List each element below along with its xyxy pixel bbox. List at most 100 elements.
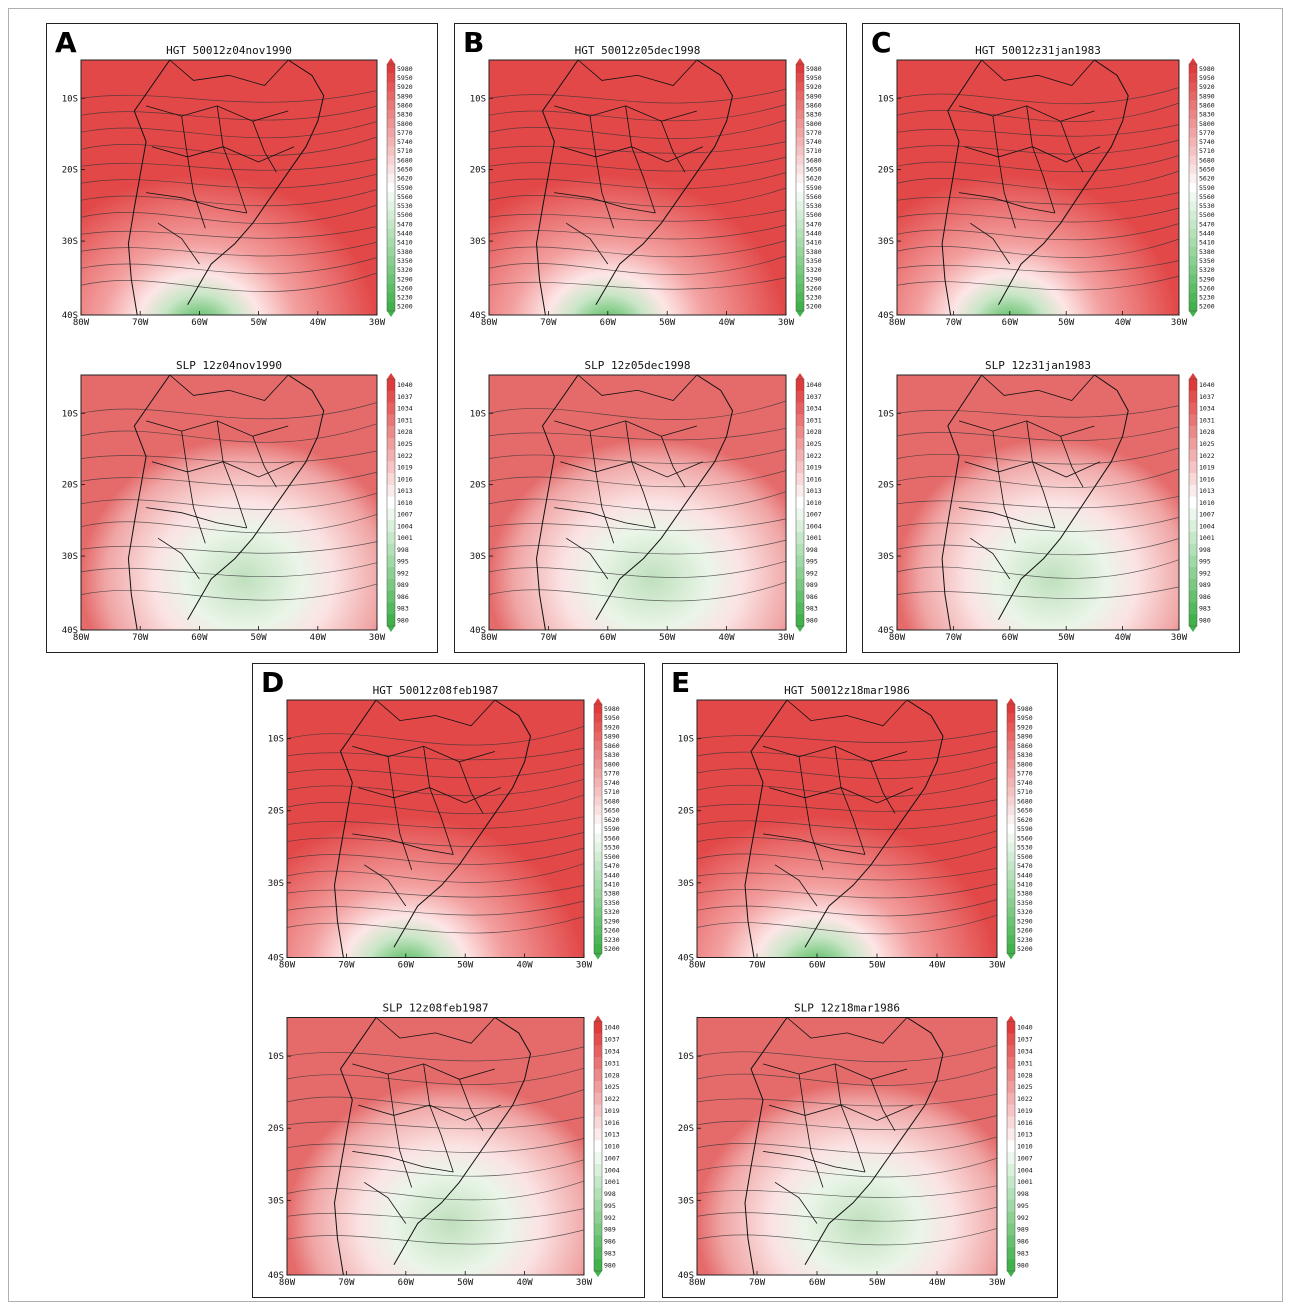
B-hgt-contours [488, 88, 787, 290]
D-slp-lon-tick: 80W [279, 1278, 296, 1288]
A-slp-colorbar-label: 983 [397, 605, 409, 613]
D-hgt-lon-tick: 80W [279, 961, 296, 971]
A-hgt-colorbar-label: 5260 [397, 284, 413, 292]
C-slp-colorbar-label: 1037 [1199, 393, 1215, 401]
A-hgt-colorbar-label: 5950 [397, 74, 413, 82]
E-slp-lon-tick: 50W [869, 1278, 886, 1288]
D-hgt-colorbar-label: 5470 [604, 862, 620, 870]
E-hgt-colorbar-label: 5980 [1017, 705, 1033, 713]
D-slp-colorbar-label: 986 [604, 1238, 616, 1246]
A-slp-colorbar-label: 995 [397, 558, 409, 566]
B-hgt-title: HGT 50012z05dec1998 [575, 44, 701, 57]
B-hgt-colorbar-label: 5830 [806, 111, 822, 119]
A-slp-colorbar-label: 1004 [397, 522, 413, 530]
B-slp-colorbar-label: 1004 [806, 522, 822, 530]
C-hgt-colorbar-label: 5560 [1199, 193, 1215, 201]
C-slp-colorbar-label: 998 [1199, 546, 1211, 554]
C-hgt-colorbar-label: 5950 [1199, 74, 1215, 82]
D-slp-lon-tick: 70W [338, 1278, 355, 1288]
D-hgt-colorbar-label: 5440 [604, 871, 620, 879]
E-slp-colorbar-label: 1007 [1017, 1154, 1033, 1162]
C-hgt-lat-tick: 30S [878, 237, 894, 247]
A-hgt-colorbar-label: 5680 [397, 156, 413, 164]
A-hgt-lon-tick: 70W [132, 318, 149, 328]
D-hgt-lon-tick: 50W [457, 961, 474, 971]
A-hgt-colorbar-label: 5440 [397, 230, 413, 238]
B-hgt-colorbar-label: 5740 [806, 138, 822, 146]
A-hgt-colorbar-label: 5650 [397, 166, 413, 174]
B-slp-colorbar-label: 998 [806, 546, 818, 554]
E-hgt-colorbar-label: 5320 [1017, 908, 1033, 916]
C-slp-colorbar-label: 1034 [1199, 405, 1215, 413]
C-hgt-colorbar-label: 5590 [1199, 184, 1215, 192]
B-slp-borders [535, 374, 734, 631]
B-hgt-colorbar-label: 5470 [806, 220, 822, 228]
D-slp-colorbar-label: 1022 [604, 1095, 620, 1103]
D-slp-colorbar-label: 1001 [604, 1178, 620, 1186]
D-hgt-lat-tick: 40S [268, 954, 284, 964]
C-slp-lon-tick: 80W [889, 633, 906, 643]
C-slp-lon-tick: 70W [945, 633, 962, 643]
D-slp-lon-tick: 50W [457, 1278, 474, 1288]
D-slp-colorbar: 1040 1037 1034 1031 1028 1025 1022 1019 1016 1013… [593, 1015, 620, 1277]
B-hgt-lat-tick: 30S [470, 237, 486, 247]
B-slp-colorbar-label: 1040 [806, 381, 822, 389]
C-hgt-colorbar-label: 5440 [1199, 230, 1215, 238]
E-hgt-colorbar-label: 5620 [1017, 816, 1033, 824]
E-hgt-lat-tick: 30S [678, 879, 694, 889]
C-slp-borders [941, 374, 1129, 631]
A-slp-colorbar-label: 1025 [397, 440, 413, 448]
A-slp-colorbar-label: 998 [397, 546, 409, 554]
B-hgt-colorbar-label: 5620 [806, 175, 822, 183]
E-hgt-lat-tick: 20S [678, 807, 694, 817]
E-hgt-colorbar-label: 5500 [1017, 853, 1033, 861]
panel-D: D HGT 50012z08feb1987 10S 20S 30S 40S 80W 70W 60… [252, 663, 645, 1298]
B-slp-colorbar-label: 1001 [806, 534, 822, 542]
B-hgt-colorbar-label: 5320 [806, 266, 822, 274]
D-slp-colorbar-label: 1025 [604, 1083, 620, 1091]
C-hgt-colorbar-label: 5890 [1199, 92, 1215, 100]
panel-C: C HGT 50012z31jan1983 10S 20S 30S 40S 80W 70W 60… [862, 23, 1240, 653]
A-slp-colorbar-label: 1019 [397, 464, 413, 472]
C-slp-lat-tick: 30S [878, 552, 894, 562]
B-hgt-colorbar-label: 5710 [806, 147, 822, 155]
B-slp-lat-tick: 40S [470, 626, 486, 636]
B-slp-lon-tick: 50W [659, 633, 676, 643]
C-hgt-colorbar-label: 5290 [1199, 275, 1215, 283]
C-slp-colorbar-label: 1019 [1199, 464, 1215, 472]
D-hgt-lon-tick: 30W [576, 961, 593, 971]
C-slp-lon-tick: 50W [1058, 633, 1075, 643]
C-slp-colorbar-label: 1016 [1199, 475, 1215, 483]
A-slp-lat-tick: 20S [62, 481, 78, 491]
A-slp-colorbar-label: 1031 [397, 416, 413, 424]
E-hgt-colorbar-label: 5920 [1017, 723, 1033, 731]
C-hgt-lat-tick: 40S [878, 311, 894, 321]
E-slp-lat-tick: 10S [678, 1052, 694, 1062]
C-slp-colorbar-label: 995 [1199, 558, 1211, 566]
B-slp-contours [488, 400, 787, 602]
D-slp-lat-tick: 40S [268, 1271, 284, 1281]
A-hgt-lon-tick: 60W [191, 318, 208, 328]
E-hgt-lon-tick: 60W [809, 961, 826, 971]
panel-label: D [261, 666, 285, 699]
C-slp-colorbar-label: 1028 [1199, 428, 1215, 436]
A-slp-colorbar-label: 992 [397, 569, 409, 577]
C-hgt-lon-tick: 60W [1002, 318, 1019, 328]
A-slp-contours [80, 402, 378, 601]
D-slp-lat-tick: 30S [268, 1196, 284, 1206]
A-slp-lon-tick: 60W [191, 633, 208, 643]
E-slp-lon-tick: 40W [929, 1278, 946, 1288]
E-hgt-colorbar-label: 5290 [1017, 917, 1033, 925]
E-hgt-colorbar-label: 5680 [1017, 797, 1033, 805]
E-slp-colorbar: 1040 1037 1034 1031 1028 1025 1022 1019 1016 1013… [1006, 1015, 1033, 1277]
C-hgt-lat-tick: 20S [878, 166, 894, 176]
C-slp-lat-tick: 20S [878, 481, 894, 491]
A-hgt-colorbar-label: 5860 [397, 101, 413, 109]
A-hgt-colorbar-label: 5470 [397, 220, 413, 228]
B-hgt-colorbar-label: 5650 [806, 166, 822, 174]
